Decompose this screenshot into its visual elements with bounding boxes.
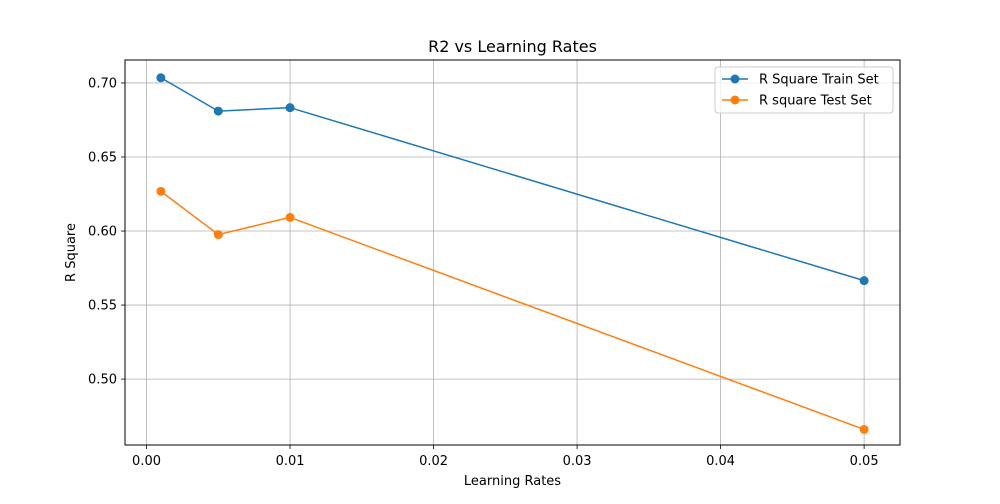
- x-tick-label: 0.04: [706, 454, 735, 469]
- data-series: [156, 73, 869, 434]
- series-train: [156, 73, 869, 286]
- y-axis-ticks: 0.50 0.55 0.60 0.65 0.70: [88, 76, 125, 388]
- y-tick-label: 0.70: [88, 76, 117, 91]
- y-axis-label: R Square: [64, 223, 79, 282]
- legend: R Square Train Set R square Test Set: [714, 66, 894, 114]
- data-point: [859, 424, 869, 434]
- series-line: [160, 190, 865, 431]
- x-tick-label: 0.01: [276, 454, 305, 469]
- chart-title: R2 vs Learning Rates: [428, 37, 597, 56]
- plot-area-frame: [124, 59, 901, 446]
- legend-marker-test: [730, 95, 740, 105]
- legend-label-train: R Square Train Set: [759, 73, 879, 88]
- series-test: [156, 186, 869, 434]
- data-point: [156, 186, 166, 196]
- x-tick-label: 0.03: [563, 454, 592, 469]
- legend-label-test: R square Test Set: [759, 94, 872, 109]
- y-tick-label: 0.55: [88, 299, 117, 314]
- x-tick-label: 0.05: [850, 454, 879, 469]
- y-tick-label: 0.65: [88, 150, 117, 165]
- x-tick-label: 0.02: [419, 454, 448, 469]
- data-point: [213, 106, 223, 116]
- x-tick-label: 0.00: [132, 454, 161, 469]
- x-axis-label: Learning Rates: [464, 474, 561, 489]
- legend-marker-train: [730, 74, 740, 84]
- data-point: [859, 276, 869, 286]
- y-tick-label: 0.60: [88, 225, 117, 240]
- y-tick-label: 0.50: [88, 373, 117, 388]
- data-point: [213, 230, 223, 240]
- x-axis-ticks: 0.00 0.01 0.02 0.03 0.04 0.05: [132, 445, 879, 469]
- series-line: [160, 77, 865, 282]
- data-point: [156, 73, 166, 83]
- data-point: [285, 212, 295, 222]
- data-point: [285, 103, 295, 113]
- legend-box: [714, 66, 894, 114]
